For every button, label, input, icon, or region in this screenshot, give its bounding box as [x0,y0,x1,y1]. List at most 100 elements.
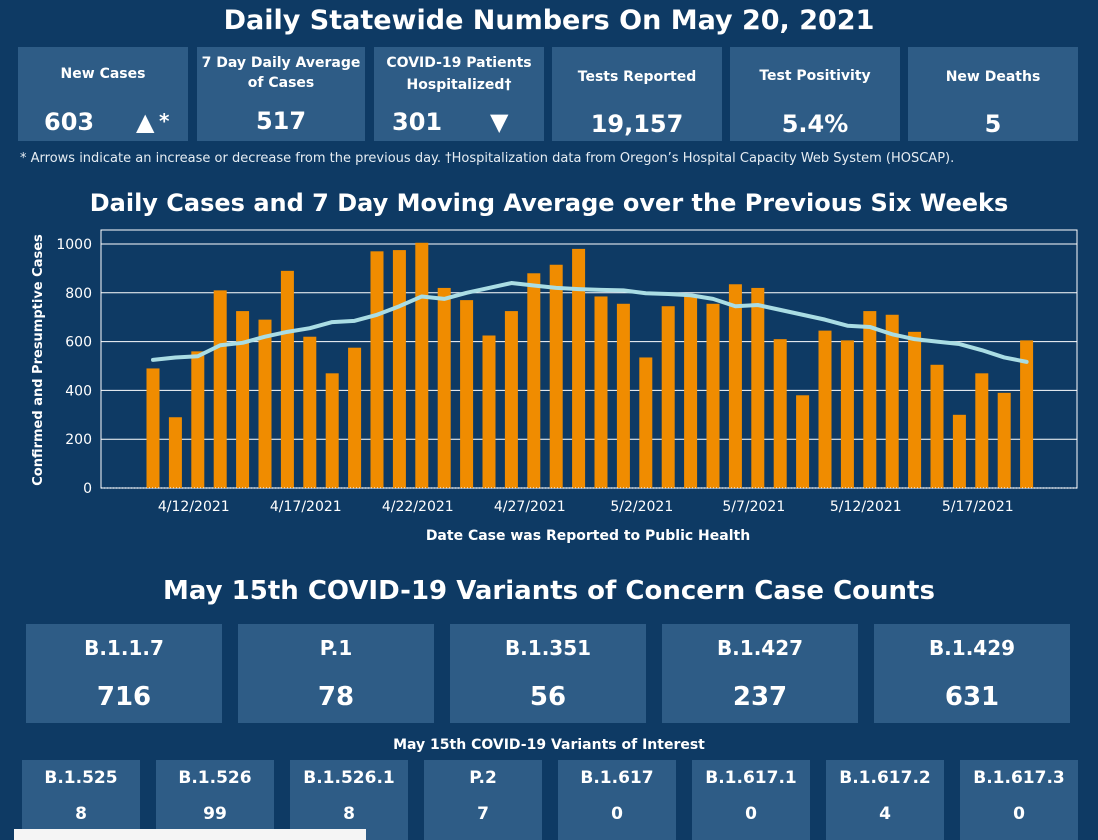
stat-tile-tests: Tests Reported 19,157 [552,47,722,141]
bar [616,303,630,488]
bar [236,311,250,488]
bar [885,314,899,488]
variant-interest-tile: B.1.525 8 [22,760,140,840]
stat-value: 5.4% [781,110,849,138]
variant-name: B.1.617.3 [973,768,1065,788]
stat-value: 301 [392,108,443,136]
bar [706,303,720,488]
scrollbar[interactable] [14,829,366,840]
bar [370,251,384,488]
y-tick-label: 600 [65,335,92,351]
bar [773,339,787,488]
x-tick-label: 4/12/2021 [158,499,230,515]
stat-value: 517 [255,107,307,135]
variants-interest-title: May 15th COVID-19 Variants of Interest [393,737,705,753]
variant-count: 237 [732,682,788,712]
stat-tile-7day-average: 7 Day Daily Average of Cases 517 [197,47,365,141]
variant-tile: P.1 78 [238,624,434,723]
bar [796,395,810,488]
variant-name: B.1.351 [504,636,592,660]
variant-count: 716 [96,682,152,712]
x-axis-label: Date Case was Reported to Public Health [426,528,750,544]
stat-label: Tests Reported [577,69,697,85]
variant-name: P.2 [469,768,497,788]
variant-count: 0 [1013,804,1025,824]
chart-axes: 0 200 400 600 800 1000 4/12/2021 4/17/2021 4/22/… [56,237,1077,515]
x-tick-label: 5/12/2021 [830,499,902,515]
variant-count: 8 [75,804,87,824]
variant-name: B.1.617 [580,768,654,788]
x-tick-label: 5/2/2021 [610,499,673,515]
bar [908,331,922,488]
bar [213,290,227,488]
stat-label-line1: COVID-19 Patients [386,55,532,71]
stat-label: Test Positivity [759,68,871,84]
bar [728,284,742,488]
cases-chart: 0 200 400 600 800 1000 4/12/2021 4/17/2021 4/22/… [31,229,1078,544]
variant-name: B.1.1.7 [84,636,164,660]
footnote: * Arrows indicate an increase or decreas… [20,151,955,166]
variant-name: B.1.429 [928,636,1016,660]
bar [392,250,406,488]
variant-count: 56 [529,682,567,712]
variant-tile: B.1.429 631 [874,624,1070,723]
stat-label-line1: 7 Day Daily Average [201,55,361,71]
chart-title: Daily Cases and 7 Day Moving Average ove… [89,189,1009,217]
y-tick-label: 400 [65,383,92,399]
x-tick-label: 4/27/2021 [494,499,566,515]
bar [527,273,541,488]
stat-value: 5 [984,110,1002,138]
bar [639,357,653,488]
variant-interest-tile: B.1.617.2 4 [826,760,944,840]
bar [415,242,429,488]
bar [482,335,496,488]
bar [348,347,362,488]
bar [818,330,832,488]
variant-count: 631 [944,682,1000,712]
stat-label-line2: of Cases [247,75,315,91]
variants-concern-title: May 15th COVID-19 Variants of Concern Ca… [163,576,935,606]
stat-value: 19,157 [590,110,684,138]
variant-count: 78 [317,682,355,712]
down-arrow-icon: ▼ [490,108,509,136]
variant-name: B.1.526 [178,768,252,788]
variant-interest-tile: P.2 7 [424,760,542,840]
bar [952,414,966,488]
bar [684,295,698,488]
page-title: Daily Statewide Numbers On May 20, 2021 [223,5,875,36]
bar [997,392,1011,488]
bar [975,373,989,488]
bar [504,311,518,488]
chart-line [151,281,1029,364]
footnote-mark: * [159,109,170,133]
bar [280,270,294,488]
bar [191,351,205,488]
chart-bars [146,242,1034,488]
stat-tile-positivity: Test Positivity 5.4% [730,47,900,141]
variant-name: B.1.617.1 [705,768,797,788]
y-tick-label: 200 [65,432,92,448]
bar [460,300,474,488]
variant-interest-tile: B.1.526 99 [156,760,274,840]
stat-tile-hospitalized: COVID-19 Patients Hospitalized† 301 ▼ [374,47,544,141]
bar [661,306,675,488]
bar [146,368,160,488]
y-tick-label: 1000 [56,237,92,253]
bar [168,417,182,488]
bar [437,287,451,488]
variant-interest-tile: B.1.617 0 [558,760,676,840]
variant-tile: B.1.1.7 716 [26,624,222,723]
x-tick-label: 4/17/2021 [270,499,342,515]
stat-value: 603 [44,108,95,136]
variant-count: 99 [203,804,227,824]
y-tick-label: 800 [65,286,92,302]
variant-interest-tile: B.1.617.1 0 [692,760,810,840]
y-tick-label: 0 [83,481,92,497]
bar [751,287,765,488]
up-arrow-icon: ▲ [136,108,155,136]
bar [325,373,339,488]
variant-interest-tile: B.1.526.1 8 [290,760,408,840]
stat-tile-deaths: New Deaths 5 [908,47,1078,141]
x-tick-label: 5/17/2021 [942,499,1014,515]
moving-average-line [151,281,1029,364]
